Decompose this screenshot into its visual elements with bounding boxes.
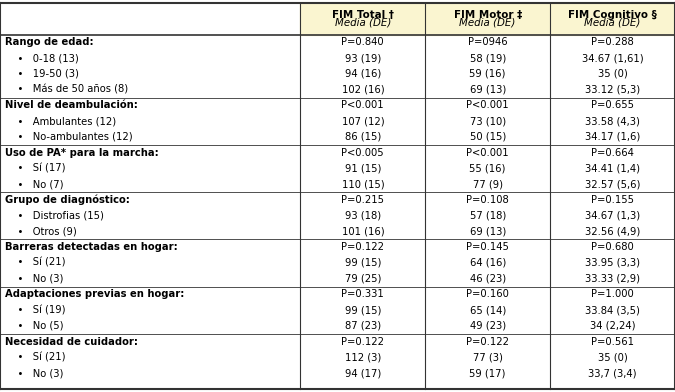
Text: •   Sí (17): • Sí (17) [5,163,66,173]
Text: 49 (23): 49 (23) [470,321,506,331]
Text: FIM Total †: FIM Total † [332,11,394,20]
Text: P=0.122: P=0.122 [342,242,384,252]
Text: •   0-18 (13): • 0-18 (13) [5,53,79,63]
Text: 34.67 (1,61): 34.67 (1,61) [582,53,643,63]
Text: FIM Cognitivo §: FIM Cognitivo § [568,11,657,20]
Text: 35 (0): 35 (0) [597,69,628,79]
Text: 94 (17): 94 (17) [345,368,381,378]
Text: 69 (13): 69 (13) [470,85,506,95]
Text: 33.84 (3,5): 33.84 (3,5) [585,305,640,315]
Text: P=0.288: P=0.288 [591,38,634,47]
Text: 101 (16): 101 (16) [342,227,384,236]
Text: 86 (15): 86 (15) [345,132,381,142]
Text: 110 (15): 110 (15) [342,179,384,189]
Text: 59 (17): 59 (17) [470,368,506,378]
Text: 77 (3): 77 (3) [472,352,503,362]
Text: 33.95 (3,3): 33.95 (3,3) [585,258,640,268]
Text: 99 (15): 99 (15) [345,258,381,268]
Text: 87 (23): 87 (23) [345,321,381,331]
Text: •   No (7): • No (7) [5,179,64,189]
Text: P=0.561: P=0.561 [591,337,634,347]
Text: P=0.655: P=0.655 [591,100,634,111]
Text: 50 (15): 50 (15) [470,132,506,142]
Text: 93 (18): 93 (18) [345,211,381,221]
Text: 79 (25): 79 (25) [345,274,381,284]
Text: Adaptaciones previas en hogar:: Adaptaciones previas en hogar: [5,289,185,299]
Text: 34.41 (1,4): 34.41 (1,4) [585,163,640,173]
Text: P=0.215: P=0.215 [342,195,384,205]
Text: 58 (19): 58 (19) [470,53,506,63]
Text: 91 (15): 91 (15) [345,163,381,173]
Text: 64 (16): 64 (16) [470,258,506,268]
Text: 73 (10): 73 (10) [470,116,506,126]
Text: 33.58 (4,3): 33.58 (4,3) [585,116,640,126]
Text: P=0.145: P=0.145 [466,242,509,252]
Bar [300,3,675,34]
Text: 99 (15): 99 (15) [345,305,381,315]
Text: •   Sí (21): • Sí (21) [5,258,66,268]
Text: P=0.108: P=0.108 [466,195,509,205]
Text: 59 (16): 59 (16) [470,69,506,79]
Text: •   No (5): • No (5) [5,321,64,331]
Text: 33,7 (3,4): 33,7 (3,4) [589,368,637,378]
Text: •   Distrofias (15): • Distrofias (15) [5,211,104,221]
Text: 57 (18): 57 (18) [470,211,506,221]
Text: 112 (3): 112 (3) [345,352,381,362]
Text: P=0.122: P=0.122 [466,337,509,347]
Text: P=0.840: P=0.840 [342,38,384,47]
Text: 69 (13): 69 (13) [470,227,506,236]
Text: •   Sí (19): • Sí (19) [5,305,66,315]
Text: 55 (16): 55 (16) [470,163,506,173]
Text: 93 (19): 93 (19) [345,53,381,63]
Text: Media (DE): Media (DE) [460,18,516,28]
Text: P=0.664: P=0.664 [591,148,634,158]
Text: P=1.000: P=1.000 [591,289,634,299]
Text: 34.17 (1,6): 34.17 (1,6) [585,132,640,142]
Text: 34.67 (1,3): 34.67 (1,3) [585,211,640,221]
Text: 32.57 (5,6): 32.57 (5,6) [585,179,641,189]
Text: Barreras detectadas en hogar:: Barreras detectadas en hogar: [5,242,178,252]
Text: Media (DE): Media (DE) [585,18,641,28]
Text: P<0.001: P<0.001 [466,100,509,111]
Text: •   No (3): • No (3) [5,274,63,284]
Text: P=0.122: P=0.122 [342,337,384,347]
Text: P=0.680: P=0.680 [591,242,634,252]
Text: 32.56 (4,9): 32.56 (4,9) [585,227,640,236]
Text: 34 (2,24): 34 (2,24) [590,321,635,331]
Text: Uso de PA* para la marcha:: Uso de PA* para la marcha: [5,148,159,158]
Text: •   No (3): • No (3) [5,368,63,378]
Text: Rango de edad:: Rango de edad: [5,38,94,47]
Text: Nivel de deambulación:: Nivel de deambulación: [5,100,138,111]
Text: 33.33 (2,9): 33.33 (2,9) [585,274,640,284]
Text: P=0946: P=0946 [468,38,508,47]
Text: Grupo de diagnóstico:: Grupo de diagnóstico: [5,195,130,205]
Text: FIM Motor ‡: FIM Motor ‡ [454,11,522,20]
Text: P<0.001: P<0.001 [466,148,509,158]
Text: Necesidad de cuidador:: Necesidad de cuidador: [5,337,138,347]
Text: •   Ambulantes (12): • Ambulantes (12) [5,116,117,126]
Text: P<0.005: P<0.005 [342,148,384,158]
Text: 94 (16): 94 (16) [345,69,381,79]
Text: •   No-ambulantes (12): • No-ambulantes (12) [5,132,133,142]
Text: 65 (14): 65 (14) [470,305,506,315]
Text: •   Otros (9): • Otros (9) [5,227,77,236]
Text: 35 (0): 35 (0) [597,352,628,362]
Text: Media (DE): Media (DE) [335,18,391,28]
Text: 107 (12): 107 (12) [342,116,384,126]
Text: P=0.160: P=0.160 [466,289,509,299]
Text: 77 (9): 77 (9) [472,179,503,189]
Text: P<0.001: P<0.001 [342,100,384,111]
Text: P=0.331: P=0.331 [342,289,384,299]
Text: •   19-50 (3): • 19-50 (3) [5,69,79,79]
Text: 102 (16): 102 (16) [342,85,384,95]
Text: 33.12 (5,3): 33.12 (5,3) [585,85,640,95]
Text: P=0.155: P=0.155 [591,195,634,205]
Text: •   Sí (21): • Sí (21) [5,352,66,362]
Text: 46 (23): 46 (23) [470,274,506,284]
Text: •   Más de 50 años (8): • Más de 50 años (8) [5,85,128,95]
